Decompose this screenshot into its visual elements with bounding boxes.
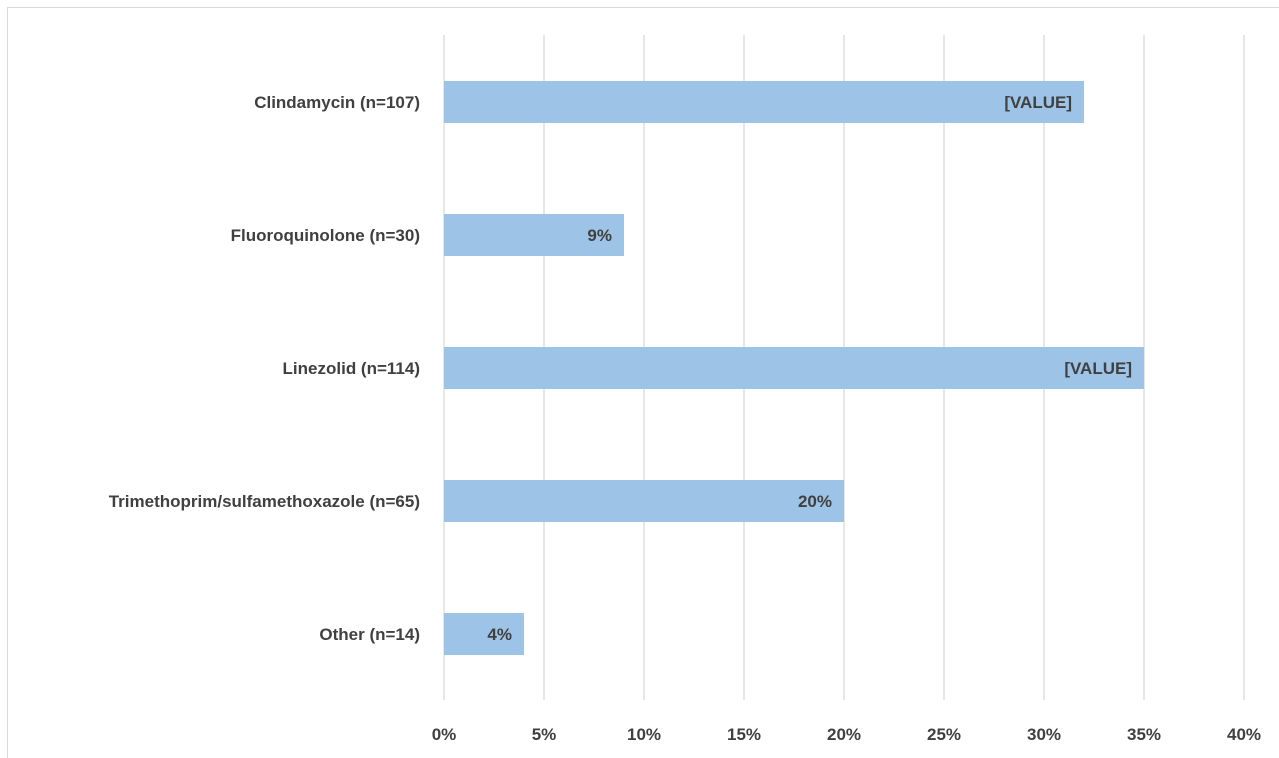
x-tick-label: 20%	[827, 725, 861, 744]
x-tick-label: 25%	[927, 725, 961, 744]
data-labels: [VALUE] 9% [VALUE] 20% 4%	[487, 93, 1132, 644]
category-labels: Clindamycin (n=107) Fluoroquinolone (n=30…	[109, 93, 420, 644]
data-label: 4%	[487, 625, 512, 644]
x-tick-label: 30%	[1027, 725, 1061, 744]
bar	[444, 214, 624, 256]
bar	[444, 613, 524, 655]
x-tick-label: 15%	[727, 725, 761, 744]
data-label: [VALUE]	[1004, 93, 1072, 112]
bar	[444, 81, 1084, 123]
x-tick-label: 35%	[1127, 725, 1161, 744]
bar	[444, 480, 844, 522]
category-label: Clindamycin (n=107)	[254, 93, 420, 112]
x-tick-label: 10%	[627, 725, 661, 744]
x-tick-label: 40%	[1227, 725, 1261, 744]
category-label: Fluoroquinolone (n=30)	[231, 226, 420, 245]
bar	[444, 347, 1144, 389]
chart-frame	[7, 7, 1279, 758]
data-label: [VALUE]	[1064, 359, 1132, 378]
x-axis-tick-labels: 0% 5% 10% 15% 20% 25% 30% 35% 40%	[432, 725, 1261, 744]
x-tick-label: 5%	[532, 725, 557, 744]
category-label: Linezolid (n=114)	[283, 359, 420, 378]
data-label: 20%	[798, 492, 832, 511]
category-label: Trimethoprim/sulfamethoxazole (n=65)	[109, 492, 420, 511]
x-tick-label: 0%	[432, 725, 457, 744]
category-label: Other (n=14)	[319, 625, 420, 644]
data-label: 9%	[587, 226, 612, 245]
bars	[444, 81, 1144, 655]
